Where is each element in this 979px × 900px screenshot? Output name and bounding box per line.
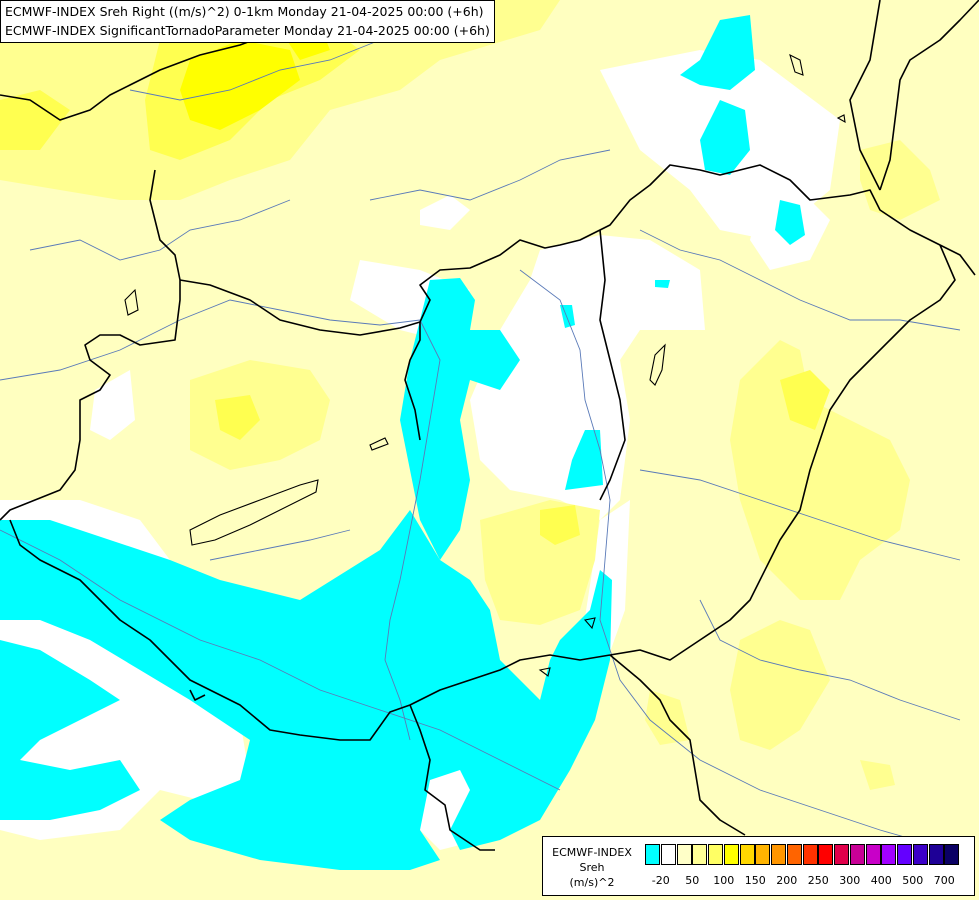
lakes <box>124 53 846 677</box>
cyan-field-regions <box>0 15 805 870</box>
legend-unit: (m/s)^2 <box>569 876 615 889</box>
map-title-line-1: ECMWF-INDEX Sreh Right ((m/s)^2) 0-1km M… <box>5 4 484 19</box>
legend-ticks: -20 50 100 150 200 250 300 400 500 700 <box>645 874 975 888</box>
map-title-line-2: ECMWF-INDEX SignificantTornadoParameter … <box>5 23 490 38</box>
legend-swatch <box>692 844 708 865</box>
legend-tick-label: 400 <box>870 874 892 887</box>
legend-swatch <box>865 844 881 865</box>
light-yellow-field-regions <box>0 0 940 790</box>
legend-swatch <box>834 844 849 865</box>
legend-swatch <box>912 844 928 865</box>
legend-swatch <box>771 844 786 865</box>
legend-tick-label: 50 <box>685 874 700 887</box>
legend-tick-label: -20 <box>651 874 670 887</box>
legend-swatch <box>944 844 960 865</box>
legend-swatches <box>645 844 960 865</box>
legend-tick-label: 500 <box>902 874 924 887</box>
legend-swatch <box>660 844 676 865</box>
legend-swatch <box>739 844 755 865</box>
legend-swatch <box>849 844 865 865</box>
legend-tick-label: 700 <box>933 874 955 887</box>
legend-tick-label: 250 <box>807 874 829 887</box>
legend-swatch <box>755 844 771 865</box>
legend-title: ECMWF-INDEX <box>552 846 632 859</box>
legend-subtitle: Sreh <box>579 861 605 874</box>
legend-tick-label: 300 <box>839 874 861 887</box>
legend-swatch <box>897 844 912 865</box>
legend-swatch <box>723 844 739 865</box>
legend-swatch <box>818 844 834 865</box>
legend-tick-label: 200 <box>776 874 798 887</box>
legend-swatch <box>881 844 897 865</box>
legend-swatch <box>708 844 723 865</box>
map-title-box: ECMWF-INDEX Sreh Right ((m/s)^2) 0-1km M… <box>0 0 495 43</box>
legend-swatch <box>802 844 818 865</box>
legend-tick-label: 150 <box>744 874 766 887</box>
rivers <box>0 39 961 851</box>
color-legend: ECMWF-INDEX Sreh (m/s)^2 -20 50 100 150 200 2… <box>542 836 975 896</box>
legend-swatch <box>928 844 944 865</box>
legend-swatch <box>786 844 802 865</box>
legend-label: ECMWF-INDEX Sreh (m/s)^2 <box>547 845 637 890</box>
legend-swatch <box>645 844 660 865</box>
legend-tick-label: 100 <box>713 874 735 887</box>
legend-swatch <box>676 844 692 865</box>
